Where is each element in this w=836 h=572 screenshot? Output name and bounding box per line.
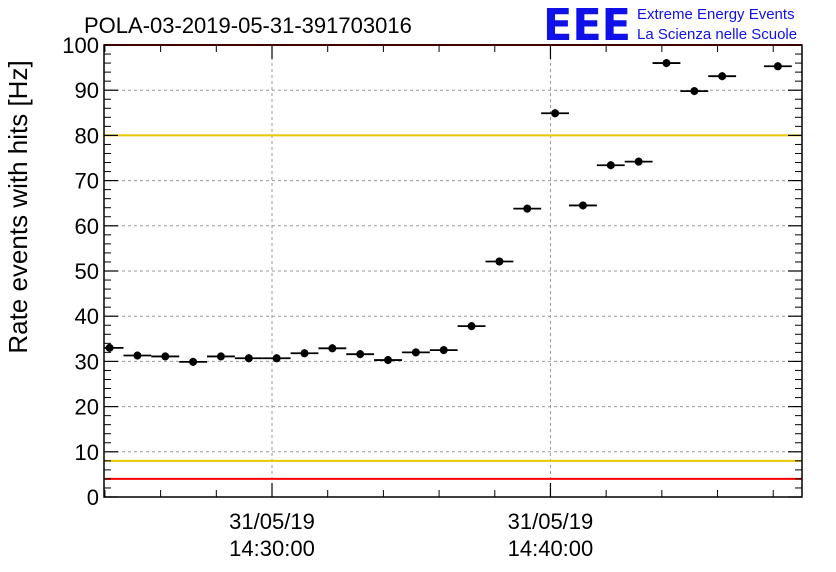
y-tick-label: 0 <box>87 485 99 510</box>
data-point <box>523 204 532 213</box>
data-point <box>439 346 448 355</box>
x-tick-label-time: 14:40:00 <box>508 536 594 561</box>
logo-line-1: Extreme Energy Events <box>637 6 795 23</box>
data-point <box>467 322 476 331</box>
data-point <box>551 109 560 118</box>
y-tick-label: 40 <box>75 304 99 329</box>
logo-mark: EEE <box>543 0 631 51</box>
y-tick-label: 20 <box>75 395 99 420</box>
y-tick-label: 30 <box>75 349 99 374</box>
y-tick-label: 10 <box>75 440 99 465</box>
data-point <box>384 356 393 365</box>
data-point <box>272 354 281 363</box>
data-point <box>189 357 198 366</box>
y-tick-label: 100 <box>62 33 99 58</box>
data-point <box>718 72 727 81</box>
x-tick-label-time: 14:30:00 <box>229 536 315 561</box>
data-point <box>161 352 170 361</box>
chart-title: POLA-03-2019-05-31-391703016 <box>84 13 412 38</box>
x-tick-label-date: 31/05/19 <box>229 509 315 534</box>
data-point <box>244 354 253 363</box>
y-tick-label: 80 <box>75 123 99 148</box>
data-point <box>495 257 504 266</box>
data-points <box>104 59 792 366</box>
y-tick-label: 60 <box>75 214 99 239</box>
data-point <box>634 157 643 166</box>
data-point <box>773 62 782 71</box>
data-point <box>578 201 587 210</box>
data-point <box>662 59 671 68</box>
x-tick-label-date: 31/05/19 <box>508 509 594 534</box>
data-point <box>606 161 615 170</box>
data-point <box>216 352 225 361</box>
data-point <box>356 350 365 359</box>
data-point <box>133 351 142 360</box>
data-point <box>411 348 420 357</box>
y-axis-label: Rate events with hits [Hz] <box>3 60 33 353</box>
y-tick-label: 70 <box>75 169 99 194</box>
y-tick-label: 50 <box>75 259 99 284</box>
data-point <box>300 349 309 358</box>
y-tick-label: 90 <box>75 78 99 103</box>
eee-logo: EEE Extreme Energy Events La Scienza nel… <box>543 0 797 51</box>
y-axis-ticks: 0 10 20 30 40 50 60 70 80 90 100 <box>62 33 802 510</box>
data-point <box>690 87 699 96</box>
data-point <box>105 343 114 352</box>
data-point <box>328 344 337 353</box>
logo-line-2: La Scienza nelle Scuole <box>637 26 797 43</box>
